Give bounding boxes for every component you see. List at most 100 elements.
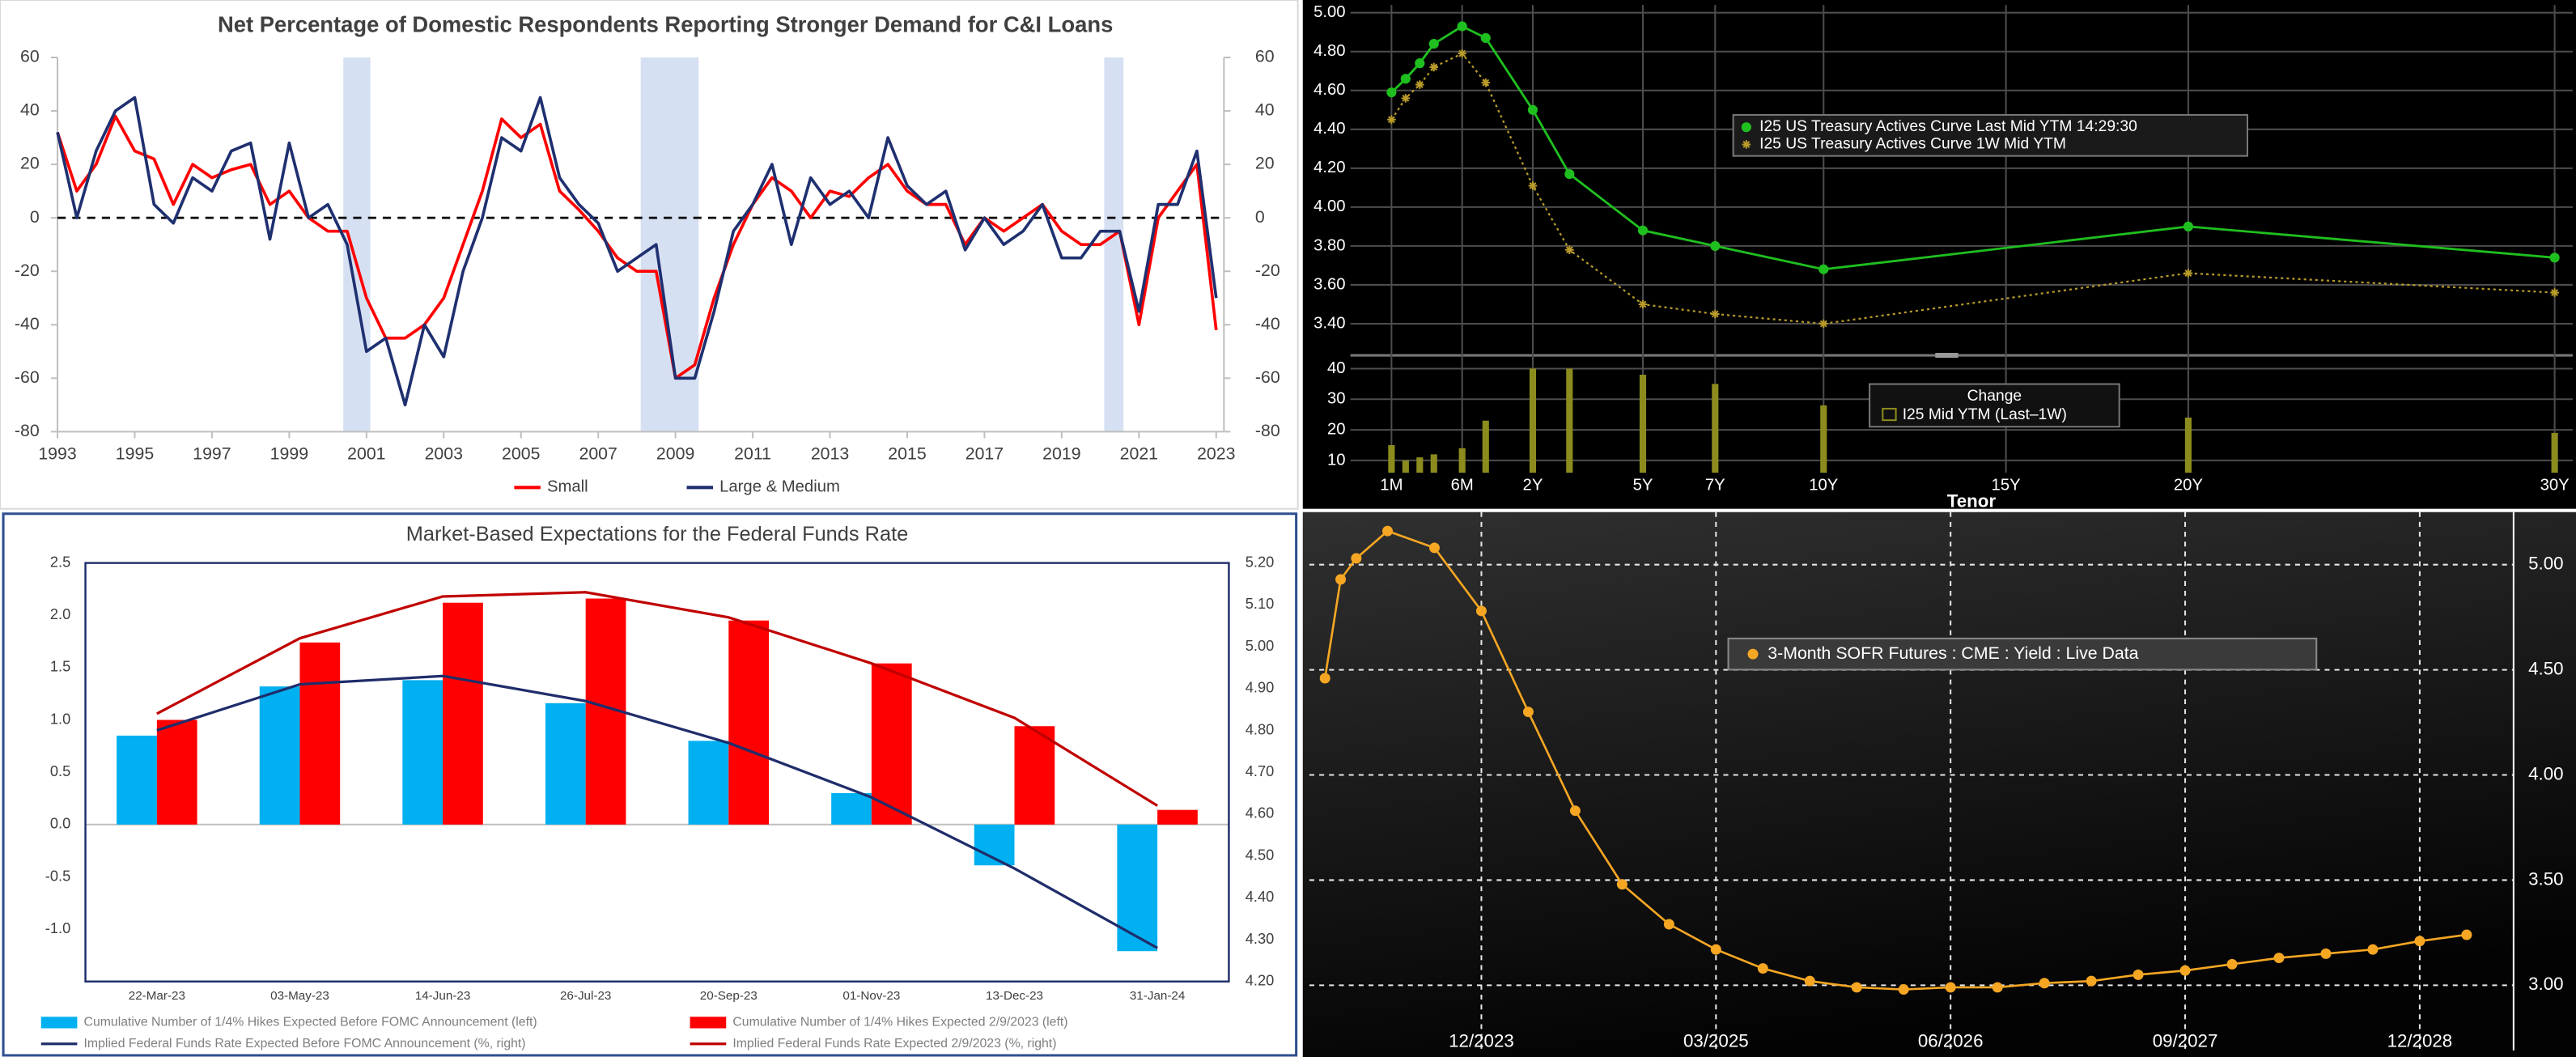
legend-box <box>1727 637 2318 671</box>
bar <box>871 663 912 825</box>
point <box>2179 965 2191 976</box>
legend-swatch <box>690 1017 727 1029</box>
legend-box <box>1869 383 2120 428</box>
point <box>1637 225 1649 236</box>
y-tick-label: 4.60 <box>1313 81 1345 99</box>
y-tick-label: -80 <box>15 421 40 440</box>
y-tick-label: 4.40 <box>1313 120 1345 138</box>
point <box>1711 309 1720 319</box>
x-tick-label: 15Y <box>1992 477 2022 495</box>
y2-tick-label: 4.70 <box>1246 762 1275 779</box>
change-bar <box>1529 368 1537 473</box>
point <box>1818 319 1828 329</box>
x-tick-label: 1997 <box>193 444 231 463</box>
x-tick-label: 2023 <box>1197 444 1235 463</box>
y-tick-label: 3.60 <box>1313 275 1345 293</box>
point <box>1522 707 1534 718</box>
x-tick-label: 12/2028 <box>2387 1031 2453 1051</box>
legend-label: Cumulative Number of 1/4% Hikes Expected… <box>732 1016 1067 1029</box>
recession-band <box>1104 57 1124 432</box>
point <box>1898 984 1909 995</box>
change-bar <box>2551 432 2558 473</box>
x-tick-label: 13-Dec-23 <box>986 989 1043 1003</box>
y-tick-label: -20 <box>15 261 40 280</box>
point <box>2461 929 2472 940</box>
point <box>1429 62 1439 72</box>
x-tick-label: 03-May-23 <box>270 989 329 1003</box>
y2-tick-label: -80 <box>1255 421 1280 440</box>
y-tick-label: 3.00 <box>2528 974 2563 994</box>
point <box>1818 264 1829 274</box>
series-line <box>56 114 1218 380</box>
point <box>2183 269 2193 278</box>
change-bar <box>1388 445 1395 473</box>
point <box>1481 78 1491 87</box>
change-bar <box>1639 375 1647 473</box>
x-tick-label: 2005 <box>502 444 540 463</box>
x-tick-label: 31-Jan-24 <box>1130 989 1186 1003</box>
y2-tick-label: 20 <box>1255 154 1275 173</box>
y2-tick-label: -20 <box>1255 261 1280 280</box>
point <box>2086 975 2097 987</box>
x-tick-label: 2009 <box>656 444 694 463</box>
x-tick-label: 1995 <box>116 444 154 463</box>
bar <box>831 793 872 825</box>
y-tick-label: 10 <box>1327 451 1346 469</box>
legend-box <box>1732 113 2249 157</box>
y2-tick-label: 5.00 <box>1246 637 1275 654</box>
point <box>1400 74 1411 84</box>
panel-yield-curve <box>1302 0 2576 509</box>
y-tick-label: 2.0 <box>50 605 70 622</box>
y2-tick-label: 5.20 <box>1246 553 1275 570</box>
legend-label: I25 US Treasury Actives Curve 1W Mid YTM <box>1759 136 2066 153</box>
y-tick-label: 40 <box>1327 359 1346 377</box>
change-bar <box>1482 420 1489 473</box>
y2-tick-label: 40 <box>1255 100 1275 120</box>
point <box>1565 245 1574 254</box>
x-tick-label: 14-Jun-23 <box>415 989 471 1003</box>
x-tick-label: 09/2027 <box>2153 1031 2218 1051</box>
y2-tick-label: 4.60 <box>1246 804 1275 821</box>
x-tick-label: 20Y <box>2174 477 2204 495</box>
point <box>1638 299 1648 309</box>
x-tick-label: 30Y <box>2540 477 2570 495</box>
point <box>1351 553 1362 564</box>
y-tick-label: 4.20 <box>1313 159 1345 176</box>
x-tick-label: 2013 <box>811 444 849 463</box>
point <box>1475 605 1487 617</box>
point <box>1457 21 1467 32</box>
point <box>1458 49 1466 58</box>
y2-tick-label: 5.10 <box>1246 595 1275 612</box>
change-bar <box>1458 448 1466 473</box>
point <box>1710 240 1721 251</box>
x-tick-label: 06/2026 <box>1918 1031 1984 1051</box>
y-tick-label: 0.5 <box>50 762 70 779</box>
panel-fed-funds <box>2 512 1298 1057</box>
point <box>2414 936 2425 947</box>
change-bar <box>2184 417 2192 473</box>
legend-swatch <box>1882 407 1897 422</box>
legend-title: Change <box>1967 388 2022 405</box>
x-tick-label: 1999 <box>270 444 308 463</box>
y-tick-label: 5.00 <box>1313 3 1345 21</box>
point <box>1663 919 1674 930</box>
point <box>1428 39 1439 49</box>
y2-tick-label: 4.50 <box>1246 846 1275 863</box>
point <box>1616 879 1628 890</box>
y-tick-label: -40 <box>15 314 40 333</box>
y-tick-label: -60 <box>15 367 40 387</box>
y-tick-label: 3.40 <box>1313 314 1345 332</box>
y2-tick-label: 4.40 <box>1246 888 1275 905</box>
x-tick-label: 20-Sep-23 <box>700 989 758 1003</box>
y-tick-label: 1.0 <box>50 710 70 727</box>
point <box>2039 978 2050 989</box>
change-bar <box>1402 460 1409 473</box>
change-bar <box>1566 368 1573 473</box>
y2-tick-label: 4.80 <box>1246 720 1275 737</box>
x-tick-label: 2017 <box>965 444 1004 463</box>
chart-title: Market-Based Expectations for the Federa… <box>406 523 909 545</box>
bar <box>1157 809 1198 825</box>
bar <box>688 741 729 825</box>
x-tick-label: 2021 <box>1120 444 1158 463</box>
x-tick-label: 2007 <box>579 444 617 463</box>
